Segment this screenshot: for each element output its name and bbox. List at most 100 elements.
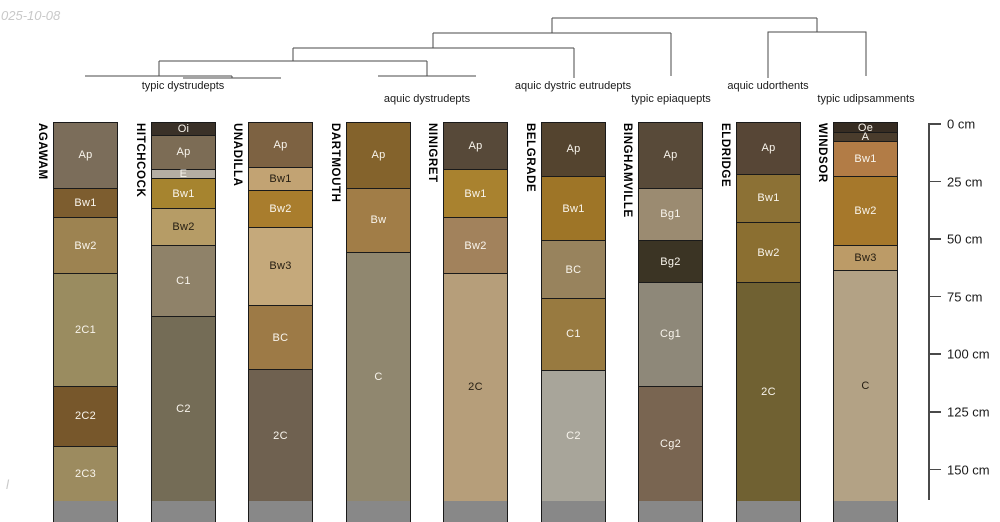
dendrogram-branch [433, 18, 672, 76]
horizon-label: Bw2 [757, 246, 780, 259]
taxon-label: aquic dystrudepts [383, 93, 471, 105]
horizon-label: 2C1 [74, 323, 97, 336]
horizon-label: Bw1 [854, 153, 877, 166]
horizon-label: A [861, 131, 870, 144]
horizon-rect: C1 [152, 245, 215, 317]
depth-tick-label: 75 cm [947, 289, 983, 305]
depth-tick-label: 100 cm [947, 346, 990, 362]
horizon-label: Cg1 [659, 328, 682, 341]
depth-axis-line [928, 123, 930, 500]
series-label: HITCHCOCK [134, 123, 146, 198]
horizon-rect: Bw2 [834, 175, 897, 246]
horizon-label: 2C [468, 381, 483, 394]
dendrogram-branch [767, 31, 867, 78]
horizon-label: Bw2 [269, 202, 292, 215]
depth-tick-label: 50 cm [947, 231, 983, 247]
dendrogram-branch [378, 61, 476, 77]
horizon-rect: Bw2 [737, 222, 800, 282]
horizon-label: 2C3 [74, 467, 97, 480]
horizon-rect: Cg1 [639, 281, 702, 386]
horizon-rect: Bw1 [542, 175, 605, 241]
horizon-label: Bw1 [562, 202, 585, 215]
series-label: DARTMOUTH [329, 123, 341, 203]
series-label: WINDSOR [816, 123, 828, 183]
horizon-label: Oe [857, 121, 874, 134]
horizon-label: 2C [761, 385, 776, 398]
horizon-label: Bw [370, 214, 387, 227]
horizon-rect: 2C2 [54, 385, 117, 446]
horizon-rect: BC [542, 240, 605, 299]
horizon-rect: Bw2 [54, 217, 117, 273]
depth-tick [929, 238, 941, 240]
horizon-rect: 2C [737, 281, 800, 501]
horizon-rect: Bw1 [54, 187, 117, 218]
horizon-label: Bw2 [464, 239, 487, 252]
horizon-rect: 2C1 [54, 272, 117, 386]
depth-tick [929, 411, 941, 413]
taxon-label: typic epiaquepts [631, 93, 711, 105]
horizon-rect: Bw3 [249, 226, 312, 305]
horizon-rect: Bw2 [249, 189, 312, 227]
depth-tick [929, 123, 941, 125]
taxon-label: typic dystrudepts [141, 80, 225, 92]
taxon-label: aquic dystric eutrudepts [514, 80, 632, 92]
horizon-label: Ap [371, 149, 386, 162]
horizon-label: Bw3 [269, 260, 292, 273]
series-label: AGAWAM [36, 123, 48, 180]
depth-tick [929, 180, 941, 183]
horizon-label: Ap [761, 142, 776, 155]
horizon-rect: Bw1 [249, 166, 312, 190]
depth-tick [929, 295, 941, 298]
horizon-label: Cg2 [659, 437, 682, 450]
horizon-label: Ap [78, 149, 93, 162]
horizon-rect: BC [249, 304, 312, 370]
profile-column-unadilla: Ap Bw1 Bw2 Bw3 BC 2C [248, 122, 313, 522]
horizon-label: 2C [273, 429, 288, 442]
horizon-label: Bw1 [464, 187, 487, 200]
horizon-rect: Bw1 [834, 141, 897, 176]
horizon-label: Ap [273, 138, 288, 151]
horizon-rect: Ap [639, 123, 702, 188]
profile-column-hitchcock: Oi Ap E Bw1 Bw2 C1 C2 [151, 122, 216, 522]
dendrogram-branch [159, 48, 427, 62]
horizon-rect: Ap [737, 123, 800, 174]
horizon-rect: Bw3 [834, 245, 897, 271]
horizon-label: Ap [468, 140, 483, 153]
horizon-rect: Ap [444, 123, 507, 170]
horizon-rect: Oe [834, 121, 897, 134]
horizon-rect: C [347, 252, 410, 501]
profile-column-belgrade: Ap Bw1 BC C1 C2 [541, 122, 606, 522]
horizon-label: Bw2 [172, 221, 195, 234]
horizon-rect: Bw1 [152, 178, 215, 209]
horizon-label: BC [272, 331, 289, 344]
depth-tick-label: 25 cm [947, 174, 983, 190]
horizon-rect: Bw [347, 187, 410, 252]
horizon-label: Ap [176, 146, 191, 159]
dendrogram-branch [552, 17, 818, 32]
horizon-label: Ap [663, 149, 678, 162]
horizon-rect: Ap [249, 123, 312, 167]
series-label: NINIGRET [426, 123, 438, 183]
profile-column-binghamville: Ap Bg1 Bg2 Cg1 Cg2 [638, 122, 703, 522]
horizon-rect: Ap [152, 134, 215, 170]
horizon-label: Bg1 [660, 208, 681, 221]
depth-tick [929, 353, 941, 355]
horizon-label: Bw3 [854, 252, 877, 265]
horizon-label: C [374, 370, 383, 383]
horizon-label: Bg2 [660, 255, 681, 268]
horizon-label: C [861, 380, 870, 393]
taxon-label: typic udipsamments [817, 93, 915, 105]
horizon-rect: C2 [152, 316, 215, 501]
dendrogram [85, 17, 867, 79]
horizon-rect: Bg2 [639, 240, 702, 282]
profile-column-eldridge: Ap Bw1 Bw2 2C [736, 122, 801, 522]
horizon-rect: 2C [444, 272, 507, 501]
horizon-rect: Ap [54, 123, 117, 188]
taxon-label: aquic udorthents [727, 80, 809, 92]
horizon-rect: Bw2 [152, 208, 215, 246]
profile-column-agawam: Ap Bw1 Bw2 2C1 2C2 2C3 [53, 122, 118, 522]
series-label: BINGHAMVILLE [621, 123, 633, 218]
horizon-rect: Ap [542, 123, 605, 176]
horizon-rect: A [834, 131, 897, 144]
series-label: BELGRADE [524, 123, 536, 193]
